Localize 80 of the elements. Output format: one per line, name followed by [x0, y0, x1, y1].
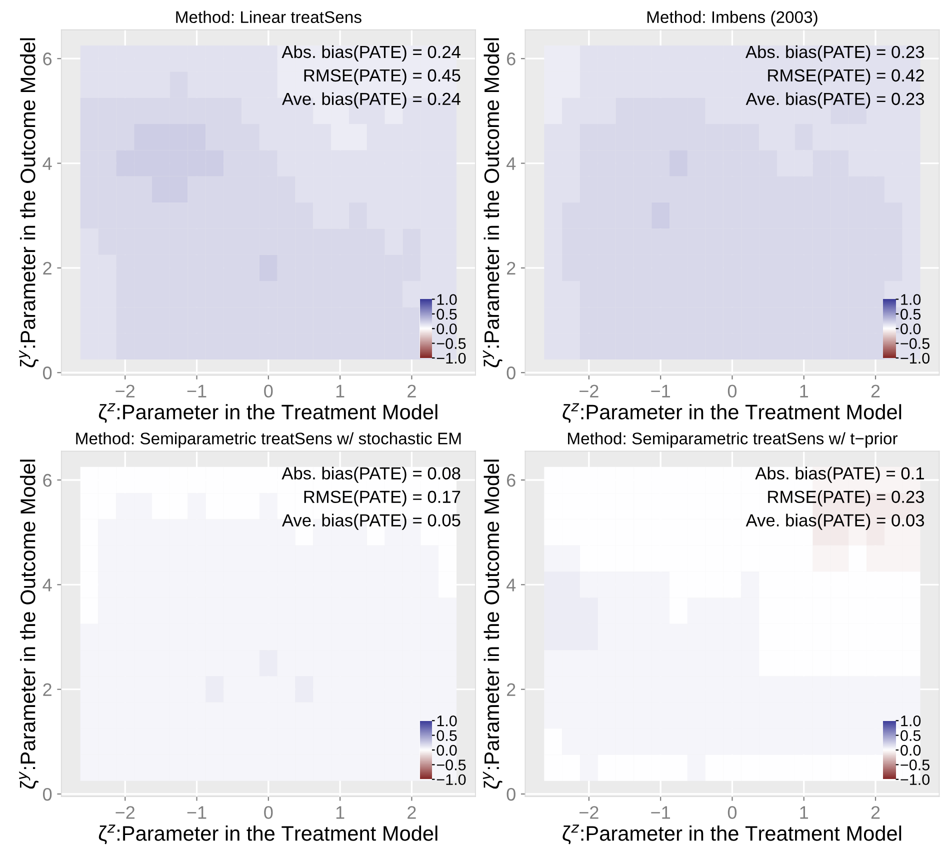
annotation: Abs. bias(PATE) = 0.08 — [282, 466, 460, 483]
y-tick-label: 6 — [507, 52, 516, 66]
x-axis-title: ζ$^{z}$:Parameter in the Treatment Model — [562, 403, 902, 423]
y-tick-label: 0 — [42, 788, 52, 801]
x-tick-label: 2 — [871, 384, 880, 398]
x-tick-label: −2 — [116, 806, 135, 819]
color-bar-label: 1.0 — [901, 294, 921, 305]
x-tick-label: −1 — [187, 806, 206, 819]
x-tick-label: 2 — [871, 806, 880, 819]
color-bar-label: 1.0 — [901, 716, 921, 726]
x-tick-label: 2 — [408, 806, 416, 819]
x-axis-title: ζ$^{z}$:Parameter in the Treatment Model — [98, 403, 438, 423]
x-tick-label: 0 — [264, 384, 273, 398]
y-tick-label: 4 — [506, 578, 516, 592]
chart-title: Method: Semiparametric treatSens w/ stochastic EM — [76, 432, 461, 448]
color-bar-label: −1.0 — [900, 352, 930, 364]
x-tick-label: −1 — [651, 806, 670, 819]
annotation: Abs. bias(PATE) = 0.23 — [745, 45, 924, 62]
x-axis-title: ζ$^{z}$:Parameter in the Treatment Model — [98, 824, 438, 844]
y-tick-label: 2 — [507, 262, 516, 274]
color-bar-label: −1.0 — [436, 352, 466, 364]
chart-title: Method: Linear treatSens — [176, 10, 362, 24]
chart-title: Method: Semiparametric treatSens w/ t−prior — [568, 432, 898, 448]
color-bar-label: −0.5 — [436, 760, 466, 770]
color-bar-label: −1.0 — [436, 774, 466, 786]
x-tick-label: −2 — [116, 384, 135, 398]
color-bar-label: 0.5 — [900, 730, 921, 741]
color-bar-label: −1.0 — [900, 774, 930, 786]
color-bar-label: −0.5 — [900, 760, 930, 770]
x-tick-label: −1 — [187, 384, 206, 398]
annotation: RMSE(PATE) = 0.42 — [768, 68, 924, 86]
annotation: Abs. bias(PATE) = 0.1 — [755, 466, 924, 483]
x-tick-label: 1 — [336, 384, 344, 398]
annotation: RMSE(PATE) = 0.17 — [304, 490, 460, 506]
color-bar-label: −0.5 — [900, 338, 930, 349]
y-axis-title: ζ$^{y}$:Parameter in the Outcome Model — [19, 38, 39, 368]
color-bar-label: 1.0 — [437, 716, 457, 726]
color-bar-label: 1.0 — [437, 294, 457, 305]
x-tick-label: 0 — [264, 806, 273, 819]
y-tick-label: 2 — [507, 683, 516, 696]
annotation: RMSE(PATE) = 0.23 — [768, 490, 924, 506]
x-tick-label: −2 — [580, 806, 598, 819]
y-axis-title: ζ$^{y}$:Parameter in the Outcome Model — [482, 460, 502, 789]
y-tick-label: 6 — [43, 474, 52, 487]
color-bar-label: 0.0 — [436, 323, 457, 334]
annotation: RMSE(PATE) = 0.45 — [304, 68, 460, 86]
color-bar-label: −0.5 — [436, 338, 466, 349]
color-bar-label: 0.0 — [436, 744, 457, 756]
annotation: Abs. bias(PATE) = 0.24 — [282, 45, 460, 62]
x-tick-label: 1 — [800, 384, 808, 398]
annotation: Ave. bias(PATE) = 0.03 — [746, 514, 924, 530]
annotation: Ave. bias(PATE) = 0.05 — [282, 514, 460, 530]
y-tick-label: 4 — [506, 157, 516, 170]
y-tick-label: 6 — [507, 474, 516, 487]
y-tick-label: 2 — [43, 262, 52, 274]
x-tick-label: 2 — [408, 384, 416, 398]
x-tick-label: 1 — [800, 806, 808, 819]
y-tick-label: 2 — [43, 683, 52, 696]
y-tick-label: 6 — [43, 52, 52, 66]
x-tick-label: −1 — [651, 384, 670, 398]
x-tick-label: 0 — [728, 384, 737, 398]
color-bar-label: 0.0 — [900, 744, 921, 756]
x-tick-label: 1 — [336, 806, 344, 819]
x-tick-label: −2 — [580, 384, 598, 398]
annotation: Ave. bias(PATE) = 0.23 — [746, 92, 924, 109]
color-bar-label: 0.0 — [900, 323, 921, 334]
y-tick-label: 0 — [42, 366, 52, 380]
y-axis-title: ζ$^{y}$:Parameter in the Outcome Model — [482, 38, 502, 368]
y-axis-title: ζ$^{y}$:Parameter in the Outcome Model — [19, 460, 39, 789]
chart-title: Method: Imbens (2003) — [647, 10, 818, 26]
color-bar-label: 0.5 — [900, 308, 921, 320]
y-tick-label: 0 — [506, 788, 516, 801]
y-tick-label: 4 — [42, 578, 52, 592]
color-bar-label: 0.5 — [436, 308, 457, 320]
y-tick-label: 0 — [506, 366, 516, 380]
y-tick-label: 4 — [42, 157, 52, 170]
x-axis-title: ζ$^{z}$:Parameter in the Treatment Model — [562, 824, 902, 844]
x-tick-label: 0 — [728, 806, 737, 819]
color-bar-label: 0.5 — [436, 730, 457, 741]
annotation: Ave. bias(PATE) = 0.24 — [282, 92, 460, 109]
